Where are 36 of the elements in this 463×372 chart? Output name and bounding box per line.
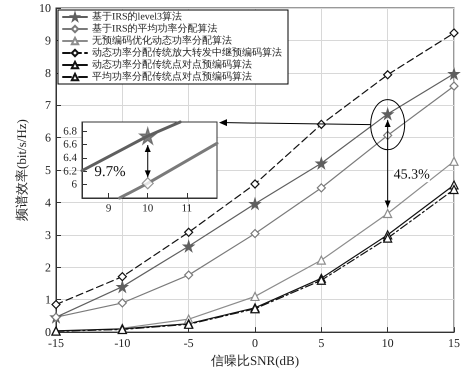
x-tick-label: 9: [106, 202, 112, 214]
y-tick-label: 10: [39, 1, 51, 15]
x-tick-label: -5: [184, 336, 194, 350]
y-tick-label: 6: [72, 178, 78, 191]
x-axis-title: 信噪比SNR(dB): [210, 353, 300, 368]
y-tick-label: 8: [45, 66, 51, 80]
x-tick-label: 10: [382, 336, 394, 350]
legend-label: 动态功率分配传统放大转发中继预编码算法: [92, 46, 282, 58]
annotation: 9.7%: [94, 164, 126, 180]
y-tick-label: 0: [45, 325, 51, 340]
x-tick-label: 0: [252, 336, 258, 350]
legend-label: 动态功率分配传统点对点预编码算法: [92, 58, 252, 70]
legend-label: 无预编码优化动态功率分配算法: [92, 34, 232, 46]
x-tick-label: 11: [182, 202, 192, 214]
y-tick-label: 6.8: [63, 125, 78, 138]
y-tick-label: 1: [45, 292, 51, 307]
legend-label: 平均功率分配传统点对点预编码算法: [92, 70, 252, 82]
y-tick-label: 4: [45, 195, 51, 210]
y-tick-label: 6.6: [63, 138, 78, 151]
y-tick-label: 6.2: [63, 165, 77, 178]
annotation: 45.3%: [394, 168, 430, 183]
y-tick-label: 5: [45, 163, 51, 178]
x-tick-label: -15: [48, 336, 64, 350]
y-tick-label: 2: [45, 260, 51, 274]
x-tick-label: 10: [142, 202, 154, 214]
y-tick-label: 9: [45, 33, 51, 48]
y-tick-label: 3: [45, 228, 51, 242]
y-axis-title: 频谱效率(bit/s/Hz): [14, 119, 30, 221]
x-tick-label: 15: [448, 336, 460, 350]
y-tick-label: 6: [45, 130, 51, 145]
y-tick-label: 6.4: [63, 152, 78, 164]
x-tick-label: -10: [114, 336, 130, 350]
legend-label: 基于IRS的平均功率分配算法: [92, 22, 218, 34]
legend-label: 基于IRS的level3算法: [92, 10, 182, 22]
y-tick-label: 7: [45, 98, 51, 112]
x-tick-label: 5: [318, 336, 324, 350]
